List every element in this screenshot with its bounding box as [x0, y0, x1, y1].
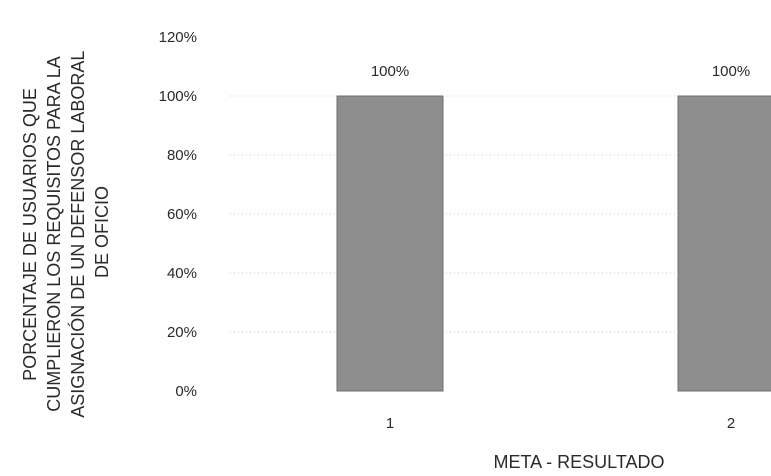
data-labels: 100% 100%: [371, 63, 750, 80]
bar: [677, 95, 771, 392]
y-tick-label: 0%: [175, 383, 197, 400]
x-axis-title: META - RESULTADO: [493, 452, 664, 472]
y-tick-label: 40%: [167, 265, 197, 282]
y-axis-title: PORCENTAJE DE USUARIOS QUE CUMPLIERON LO…: [20, 46, 112, 417]
y-axis-title-line: CUMPLIERON LOS REQUISITOS PARA LA: [44, 56, 64, 411]
y-tick-label: 120%: [159, 29, 197, 46]
data-label: 100%: [371, 63, 409, 80]
y-tick-label: 20%: [167, 324, 197, 341]
y-axis-title-line: PORCENTAJE DE USUARIOS QUE: [20, 88, 40, 381]
x-tick-label: 1: [386, 415, 394, 432]
y-tick-label: 60%: [167, 206, 197, 223]
data-label: 100%: [712, 63, 750, 80]
y-axis-title-line: ASIGNACIÓN DE UN DEFENSOR LABORAL: [67, 51, 88, 418]
y-axis-ticks: 0% 20% 40% 60% 80% 100% 120%: [159, 29, 197, 400]
bars: [336, 95, 771, 392]
y-tick-label: 100%: [159, 88, 197, 105]
y-axis-title-line: DE OFICIO: [92, 186, 112, 278]
x-tick-label: 2: [727, 415, 735, 432]
y-tick-label: 80%: [167, 147, 197, 164]
bar: [336, 95, 444, 392]
